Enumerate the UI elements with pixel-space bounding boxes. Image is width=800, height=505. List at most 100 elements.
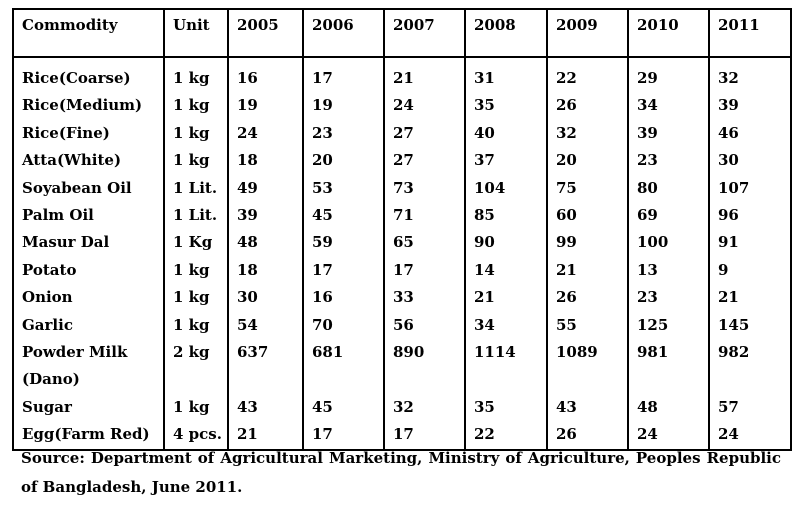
unit-cell: 1 kg: [163, 147, 229, 175]
price-cell: 71: [383, 202, 466, 230]
unit-cell: 1 kg: [163, 311, 229, 340]
unit-cell: 2 kg: [163, 339, 229, 394]
price-cell: 16: [227, 57, 304, 93]
price-cell: 13: [627, 256, 710, 285]
unit-cell: 1 kg: [163, 57, 229, 93]
price-cell: 46: [708, 119, 792, 148]
table-row: Rice(Coarse) 1 kg 16 17 21 31 22 29 32: [12, 57, 792, 93]
price-cell: 18: [227, 147, 304, 175]
price-cell: 73: [383, 174, 466, 203]
price-cell: 17: [302, 57, 385, 93]
commodity-cell: Powder Milk (Dano): [12, 339, 165, 394]
price-cell: 32: [383, 393, 466, 422]
price-cell: 39: [708, 92, 792, 120]
price-cell: 54: [227, 311, 304, 340]
price-cell: 60: [546, 202, 629, 230]
price-cell: 39: [627, 119, 710, 148]
header-unit: Unit: [163, 8, 229, 58]
table-row: Rice(Medium) 1 kg 19 19 24 35 26 34 39: [12, 92, 792, 120]
table-row: Onion 1 kg 30 16 33 21 26 23 21: [12, 284, 792, 312]
price-cell: 49: [227, 174, 304, 203]
unit-cell: 1 Lit.: [163, 202, 229, 230]
price-cell: 637: [227, 339, 304, 394]
commodity-price-table: Commodity Unit 2005 2006 2007 2008 2009 …: [12, 8, 792, 451]
price-cell: 107: [708, 174, 792, 203]
price-cell: 19: [227, 92, 304, 120]
price-cell: 16: [302, 284, 385, 312]
price-cell: 35: [464, 393, 548, 422]
price-cell: 45: [302, 393, 385, 422]
price-cell: 1089: [546, 339, 629, 394]
price-cell: 34: [627, 92, 710, 120]
unit-cell: 1 kg: [163, 92, 229, 120]
header-commodity: Commodity: [12, 8, 165, 58]
price-cell: 80: [627, 174, 710, 203]
price-cell: 59: [302, 229, 385, 257]
price-cell: 26: [546, 92, 629, 120]
price-cell: 70: [302, 311, 385, 340]
price-cell: 17: [302, 256, 385, 285]
price-cell: 30: [227, 284, 304, 312]
price-cell: 104: [464, 174, 548, 203]
price-cell: 53: [302, 174, 385, 203]
price-cell: 27: [383, 147, 466, 175]
header-year-2006: 2006: [302, 8, 385, 58]
price-cell: 24: [227, 119, 304, 148]
price-cell: 9: [708, 256, 792, 285]
unit-cell: 1 Lit.: [163, 174, 229, 203]
price-cell: 27: [383, 119, 466, 148]
price-cell: 43: [227, 393, 304, 422]
price-cell: 22: [464, 421, 548, 451]
commodity-cell: Rice(Coarse): [12, 57, 165, 93]
header-year-2010: 2010: [627, 8, 710, 58]
price-cell: 21: [464, 284, 548, 312]
price-cell: 17: [383, 421, 466, 451]
price-cell: 24: [708, 421, 792, 451]
header-year-2007: 2007: [383, 8, 466, 58]
unit-cell: 1 kg: [163, 284, 229, 312]
price-cell: 32: [546, 119, 629, 148]
price-cell: 21: [708, 284, 792, 312]
price-cell: 99: [546, 229, 629, 257]
source-note: Source: Department of Agricultural Marke…: [21, 449, 781, 496]
price-cell: 91: [708, 229, 792, 257]
unit-cell: 4 pcs.: [163, 421, 229, 451]
price-cell: 45: [302, 202, 385, 230]
commodity-cell: Palm Oil: [12, 202, 165, 230]
price-cell: 37: [464, 147, 548, 175]
commodity-cell: Sugar: [12, 393, 165, 422]
price-cell: 48: [227, 229, 304, 257]
commodity-cell: Onion: [12, 284, 165, 312]
table-body: Rice(Coarse) 1 kg 16 17 21 31 22 29 32 Rice(Mediu…: [12, 57, 792, 451]
price-cell: 90: [464, 229, 548, 257]
unit-cell: 1 kg: [163, 119, 229, 148]
header-year-2011: 2011: [708, 8, 792, 58]
header-row: Commodity Unit 2005 2006 2007 2008 2009 …: [12, 8, 792, 58]
table-row: Soyabean Oil 1 Lit. 49 53 73 104 75 80 107: [12, 174, 792, 203]
table-row: Garlic 1 kg 54 70 56 34 55 125 145: [12, 311, 792, 340]
price-cell: 681: [302, 339, 385, 394]
price-cell: 35: [464, 92, 548, 120]
price-cell: 48: [627, 393, 710, 422]
table-row: Atta(White) 1 kg 18 20 27 37 20 23 30: [12, 147, 792, 175]
commodity-cell: Potato: [12, 256, 165, 285]
price-cell: 14: [464, 256, 548, 285]
table-row: Potato 1 kg 18 17 17 14 21 13 9: [12, 256, 792, 285]
price-cell: 982: [708, 339, 792, 394]
table-row: Powder Milk (Dano) 2 kg 637 681 890 1114 1089 9…: [12, 339, 792, 394]
price-cell: 26: [546, 284, 629, 312]
price-cell: 24: [383, 92, 466, 120]
price-cell: 85: [464, 202, 548, 230]
price-cell: 75: [546, 174, 629, 203]
price-cell: 40: [464, 119, 548, 148]
price-cell: 23: [302, 119, 385, 148]
price-cell: 20: [302, 147, 385, 175]
price-cell: 23: [627, 147, 710, 175]
price-cell: 29: [627, 57, 710, 93]
unit-cell: 1 kg: [163, 256, 229, 285]
header-year-2005: 2005: [227, 8, 304, 58]
price-cell: 57: [708, 393, 792, 422]
price-cell: 21: [383, 57, 466, 93]
price-cell: 39: [227, 202, 304, 230]
price-cell: 33: [383, 284, 466, 312]
